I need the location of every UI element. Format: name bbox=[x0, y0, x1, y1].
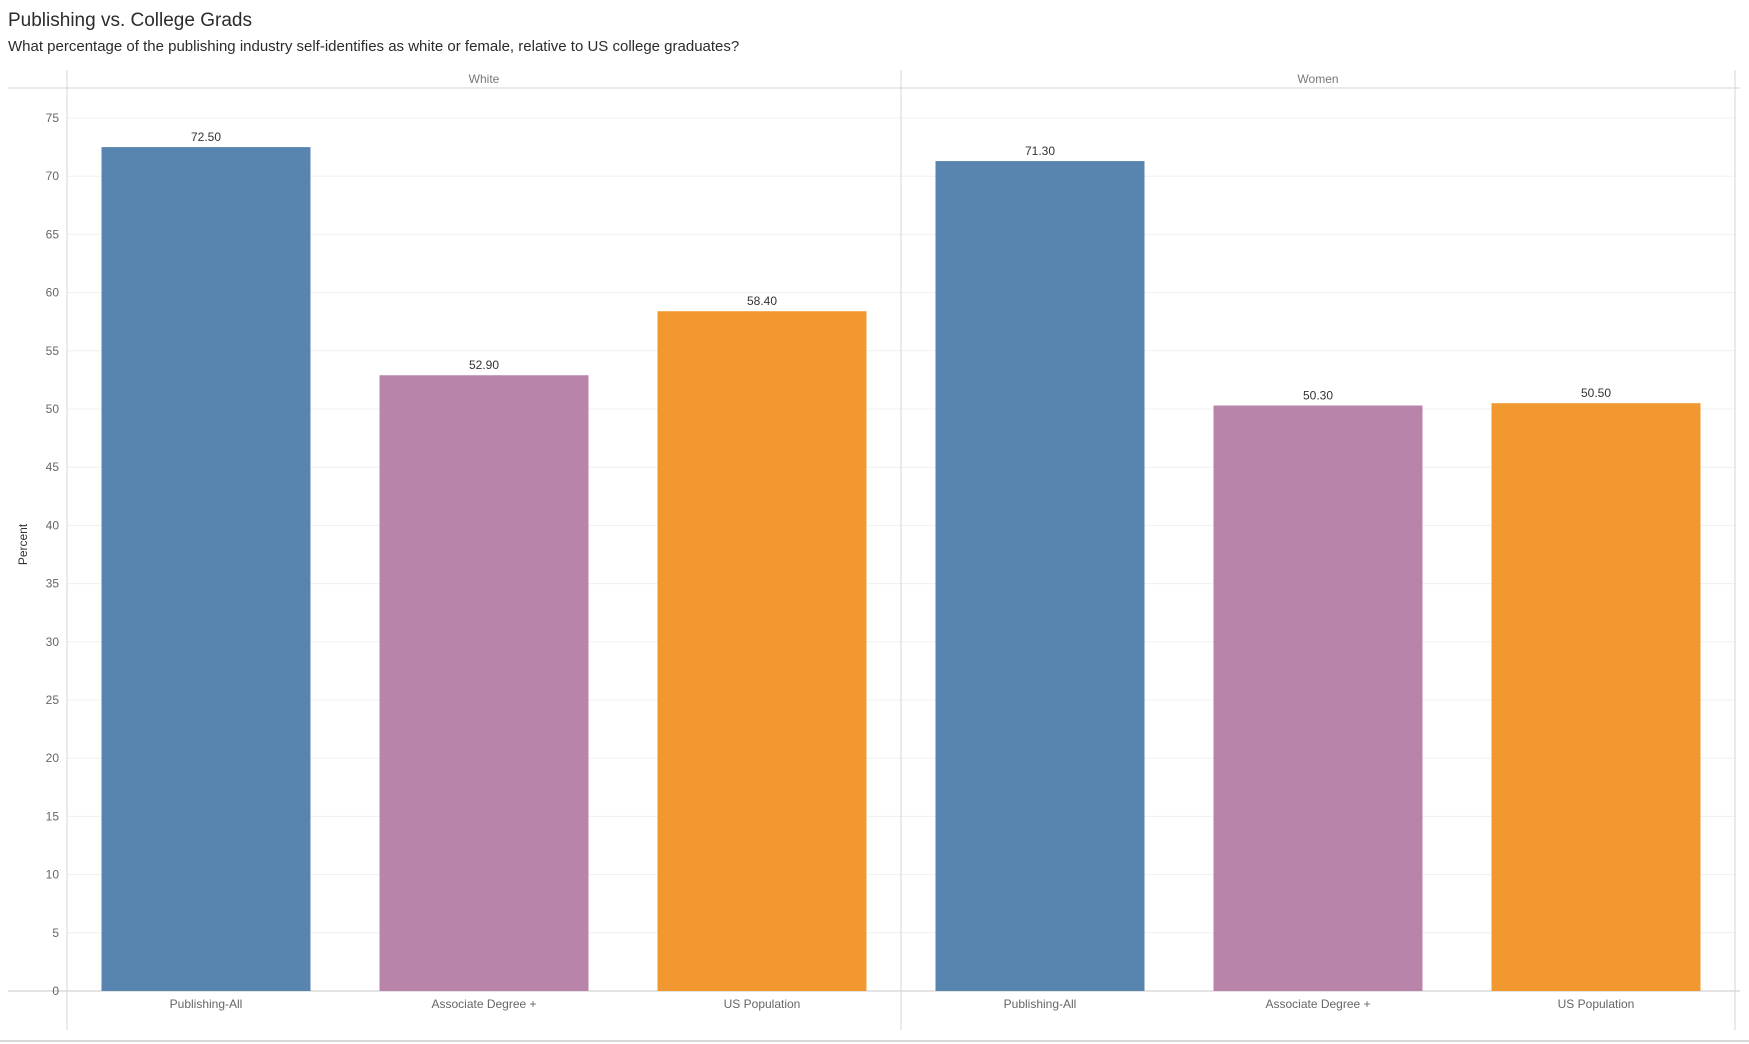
panel-header-women: Women bbox=[1297, 72, 1338, 86]
x-category-label: US Population bbox=[1558, 997, 1635, 1011]
y-tick-label: 25 bbox=[46, 693, 60, 707]
x-category-label: Publishing-All bbox=[1004, 997, 1077, 1011]
y-tick-label: 20 bbox=[46, 751, 60, 765]
y-tick-label: 5 bbox=[52, 926, 59, 940]
panel-header-white: White bbox=[469, 72, 500, 86]
y-tick-label: 10 bbox=[46, 868, 60, 882]
bar bbox=[657, 311, 867, 991]
data-label: 50.30 bbox=[1303, 389, 1333, 403]
bar bbox=[101, 147, 311, 992]
y-tick-label: 40 bbox=[46, 518, 60, 532]
y-tick-label: 60 bbox=[46, 286, 60, 300]
chart-subtitle: What percentage of the publishing indust… bbox=[8, 38, 740, 55]
y-tick-label: 15 bbox=[46, 809, 60, 823]
data-label: 71.30 bbox=[1025, 144, 1055, 158]
x-category-label: Associate Degree + bbox=[1265, 997, 1370, 1011]
y-tick-label: 65 bbox=[46, 227, 60, 241]
bar bbox=[1213, 405, 1423, 991]
y-tick-label: 45 bbox=[46, 460, 60, 474]
data-label: 72.50 bbox=[191, 130, 221, 144]
y-tick-label: 75 bbox=[46, 111, 60, 125]
data-label: 58.40 bbox=[747, 294, 777, 308]
y-axis-title: Percent bbox=[16, 523, 30, 565]
bar bbox=[1491, 403, 1701, 991]
y-tick-label: 55 bbox=[46, 344, 60, 358]
y-tick-label: 35 bbox=[46, 577, 60, 591]
x-category-label: US Population bbox=[724, 997, 801, 1011]
x-category-label: Associate Degree + bbox=[431, 997, 536, 1011]
bottom-rule bbox=[0, 1040, 1749, 1042]
y-tick-label: 0 bbox=[52, 984, 59, 998]
y-tick-label: 30 bbox=[46, 635, 60, 649]
chart-title: Publishing vs. College Grads bbox=[8, 10, 252, 31]
bar bbox=[379, 375, 589, 991]
y-tick-label: 70 bbox=[46, 169, 60, 183]
y-tick-label: 50 bbox=[46, 402, 60, 416]
data-label: 50.50 bbox=[1581, 386, 1611, 400]
bar bbox=[935, 161, 1145, 991]
data-label: 52.90 bbox=[469, 358, 499, 372]
x-category-label: Publishing-All bbox=[170, 997, 243, 1011]
